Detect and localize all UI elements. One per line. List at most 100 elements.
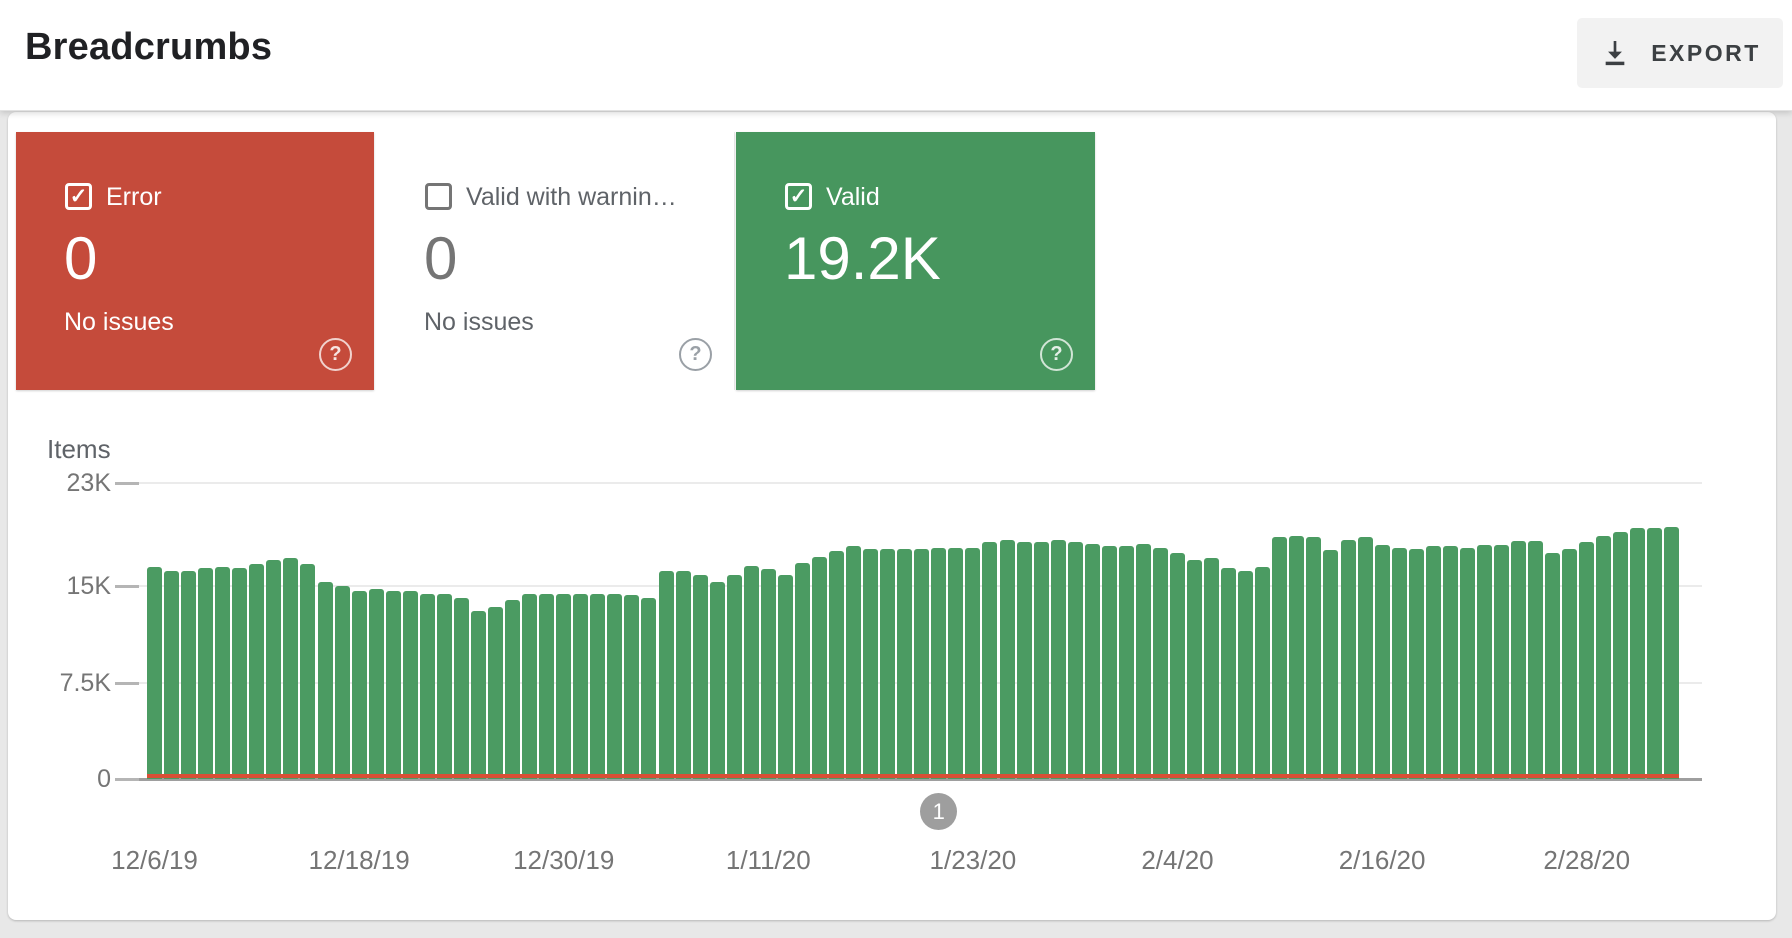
valid-items-bar[interactable] [470,610,486,779]
valid-items-bar[interactable] [590,593,606,779]
valid-items-bar[interactable] [999,539,1015,779]
valid-items-bar[interactable] [846,546,862,779]
valid-items-bar[interactable] [1016,542,1032,779]
valid-items-bar[interactable] [675,570,691,779]
valid-items-bar[interactable] [147,566,162,779]
valid-items-bar[interactable] [249,564,265,779]
valid-items-bar[interactable] [505,600,521,779]
valid-items-bar[interactable] [1545,552,1561,779]
valid-items-bar[interactable] [164,570,180,779]
valid-items-bar[interactable] [1221,568,1237,779]
checkbox-unchecked-icon[interactable] [425,183,452,210]
valid-items-bar[interactable] [436,593,452,779]
valid-summary-tile[interactable]: ✓ Valid 19.2K ? [736,132,1095,390]
valid-with-warning-summary-tile[interactable]: Valid with warnin… 0 No issues ? [376,132,735,390]
valid-items-bar[interactable] [1101,546,1117,779]
valid-items-bar[interactable] [232,568,248,779]
valid-items-bar[interactable] [692,574,708,779]
valid-items-bar[interactable] [181,570,197,779]
valid-items-bar[interactable] [641,597,657,779]
valid-items-bar[interactable] [794,563,810,779]
valid-items-bar[interactable] [300,564,316,779]
valid-items-bar[interactable] [385,591,401,779]
valid-items-bar[interactable] [556,593,572,779]
valid-items-bar[interactable] [982,542,998,779]
valid-items-bar[interactable] [829,551,844,779]
valid-items-bar[interactable] [1408,548,1424,779]
valid-items-bar[interactable] [198,568,214,779]
valid-items-bar[interactable] [1357,537,1373,779]
valid-items-bar[interactable] [351,591,367,779]
valid-items-bar[interactable] [760,569,776,779]
valid-items-bar[interactable] [317,582,333,779]
valid-items-bar[interactable] [1425,546,1441,779]
valid-items-bar[interactable] [1493,545,1509,779]
valid-items-bar[interactable] [607,593,623,779]
error-summary-tile[interactable]: ✓ Error 0 No issues ? [16,132,374,390]
valid-items-bar[interactable] [402,591,418,779]
valid-items-bar[interactable] [1647,528,1663,779]
valid-items-bar[interactable] [1630,528,1646,779]
valid-items-bar[interactable] [1613,532,1629,779]
valid-items-bar[interactable] [1255,566,1271,779]
valid-items-bar[interactable] [266,560,282,779]
valid-items-bar[interactable] [1289,536,1305,779]
valid-items-bar[interactable] [1528,541,1544,779]
valid-items-bar[interactable] [522,593,538,779]
valid-items-bar[interactable] [419,593,435,779]
help-icon[interactable]: ? [319,338,352,371]
valid-items-bar[interactable] [1340,539,1356,779]
valid-items-bar[interactable] [1204,557,1220,779]
valid-items-bar[interactable] [1459,547,1475,779]
valid-items-bar[interactable] [1476,545,1492,779]
checkbox-checked-icon[interactable]: ✓ [785,183,812,210]
annotation-marker-1[interactable]: 1 [920,793,958,830]
valid-items-bar[interactable] [863,548,879,779]
valid-items-bar[interactable] [573,593,589,779]
valid-items-bar[interactable] [1170,552,1185,779]
valid-items-bar[interactable] [1511,541,1526,779]
valid-items-bar[interactable] [1579,542,1595,779]
valid-items-bar[interactable] [1050,539,1066,779]
valid-items-bar[interactable] [1033,542,1049,779]
valid-items-bar[interactable] [880,548,896,779]
valid-items-bar[interactable] [215,566,231,779]
export-button[interactable]: EXPORT [1577,18,1783,88]
valid-items-bar[interactable] [1306,537,1322,779]
help-icon[interactable]: ? [679,338,712,371]
valid-items-bar[interactable] [1135,543,1151,779]
valid-items-bar[interactable] [1118,546,1134,779]
valid-items-bar[interactable] [897,548,913,779]
valid-items-bar[interactable] [1272,537,1288,779]
checkbox-checked-icon[interactable]: ✓ [65,183,92,210]
valid-items-bar[interactable] [539,593,555,779]
valid-items-bar[interactable] [1596,536,1612,779]
valid-items-bar[interactable] [624,595,640,779]
valid-items-bar[interactable] [1562,548,1578,779]
valid-items-bar[interactable] [1187,560,1203,779]
valid-items-bar[interactable] [1391,547,1407,779]
valid-items-bar[interactable] [965,547,981,779]
valid-items-bar[interactable] [488,606,503,779]
valid-items-bar[interactable] [1238,570,1254,779]
valid-items-bar[interactable] [931,547,947,779]
valid-items-bar[interactable] [1664,527,1680,779]
valid-items-bar[interactable] [743,565,759,779]
valid-items-bar[interactable] [368,588,384,779]
valid-items-bar[interactable] [914,548,930,779]
valid-items-bar[interactable] [948,547,964,779]
valid-items-bar[interactable] [658,570,674,779]
valid-items-bar[interactable] [283,557,299,779]
valid-items-bar[interactable] [1374,545,1390,779]
help-icon[interactable]: ? [1040,338,1073,371]
valid-items-bar[interactable] [811,556,827,779]
valid-items-bar[interactable] [1084,543,1100,779]
valid-items-bar[interactable] [1442,546,1458,779]
valid-items-bar[interactable] [453,597,469,779]
valid-items-bar[interactable] [1323,550,1339,779]
valid-items-bar[interactable] [777,574,793,779]
valid-items-bar[interactable] [1067,542,1083,779]
valid-items-bar[interactable] [1152,547,1168,779]
valid-items-bar[interactable] [334,586,350,779]
valid-items-bar[interactable] [709,582,725,779]
